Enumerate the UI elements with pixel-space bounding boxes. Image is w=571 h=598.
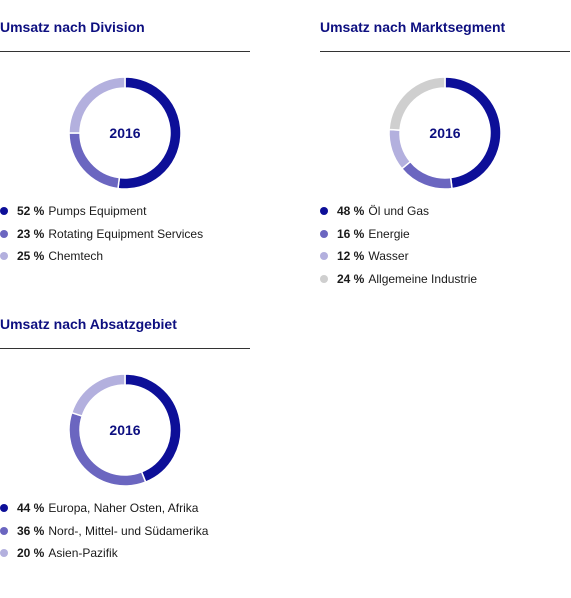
legend-percent: 16 % [337, 226, 365, 241]
chart-panel-marktsegment: Umsatz nach Marktsegment 2016 48 % Öl und… [320, 4, 570, 286]
chart-panel-division: Umsatz nach Division 2016 52 % Pumps Equi… [0, 4, 250, 263]
legend-percent: 12 % [337, 249, 365, 263]
title-divider [320, 51, 570, 52]
donut-chart: 2016 [388, 76, 502, 190]
legend-item: 44 % Europa, Naher Osten, Afrika [0, 497, 208, 520]
legend-swatch [0, 526, 8, 535]
donut-center-label: 2016 [429, 125, 460, 141]
chart-panel-absatzgebiet: Umsatz nach Absatzgebiet 2016 44 % Europa… [0, 301, 250, 560]
legend-swatch [0, 229, 8, 238]
legend-label: Pumps Equipment [48, 204, 147, 218]
chart-title: Umsatz nach Marktsegment [320, 19, 506, 35]
donut-center-label: 2016 [109, 422, 140, 438]
legend-percent: 44 % [17, 501, 45, 515]
legend-percent: 20 % [17, 546, 45, 560]
legend-label: Nord-, Mittel- und Südamerika [48, 523, 209, 538]
chart-legend: 48 % Öl und Gas 16 % Energie 12 % Wasser 24… [320, 200, 477, 290]
chart-title: Umsatz nach Absatzgebiet [0, 316, 177, 332]
chart-legend: 52 % Pumps Equipment 23 % Rotating Equipme… [0, 200, 203, 268]
legend-swatch [320, 207, 328, 216]
donut-slice [70, 373, 126, 418]
legend-item: 16 % Energie [320, 223, 477, 246]
legend-item: 24 % Allgemeine Industrie [320, 268, 477, 291]
donut-chart: 2016 [68, 373, 182, 487]
legend-item: 48 % Öl und Gas [320, 200, 477, 223]
chart-legend: 44 % Europa, Naher Osten, Afrika 36 % Nord… [0, 497, 208, 565]
donut-slice [400, 160, 453, 190]
legend-label: Chemtech [48, 249, 104, 263]
legend-item: 20 % Asien-Pazifik [0, 542, 208, 565]
legend-swatch [320, 274, 328, 283]
donut-slice [388, 76, 446, 131]
chart-title: Umsatz nach Division [0, 19, 145, 35]
legend-item: 52 % Pumps Equipment [0, 200, 203, 223]
legend-label: Öl und Gas [368, 204, 430, 218]
donut-chart: 2016 [68, 76, 182, 190]
legend-percent: 23 % [17, 226, 45, 241]
donut-center-label: 2016 [109, 125, 140, 141]
legend-label: Allgemeine Industrie [368, 271, 478, 286]
legend-label: Europa, Naher Osten, Afrika [48, 501, 199, 515]
donut-slice [68, 132, 121, 190]
legend-percent: 25 % [17, 249, 45, 263]
legend-swatch [0, 504, 8, 513]
legend-label: Rotating Equipment Services [48, 226, 204, 241]
legend-swatch [320, 229, 328, 238]
legend-item: 36 % Nord-, Mittel- und Südamerika [0, 520, 208, 543]
title-divider [0, 51, 250, 52]
legend-percent: 24 % [337, 271, 365, 286]
legend-label: Asien-Pazifik [48, 546, 118, 560]
legend-swatch [0, 207, 8, 216]
legend-swatch [0, 252, 8, 261]
legend-swatch [0, 549, 8, 558]
donut-slice [68, 76, 126, 134]
legend-label: Energie [368, 226, 410, 241]
legend-item: 23 % Rotating Equipment Services [0, 223, 203, 246]
legend-label: Wasser [368, 249, 409, 263]
legend-swatch [320, 252, 328, 261]
legend-percent: 52 % [17, 204, 45, 218]
title-divider [0, 348, 250, 349]
legend-percent: 48 % [337, 204, 365, 218]
legend-item: 12 % Wasser [320, 245, 477, 268]
legend-percent: 36 % [17, 523, 45, 538]
donut-slice [388, 128, 412, 170]
legend-item: 25 % Chemtech [0, 245, 203, 268]
